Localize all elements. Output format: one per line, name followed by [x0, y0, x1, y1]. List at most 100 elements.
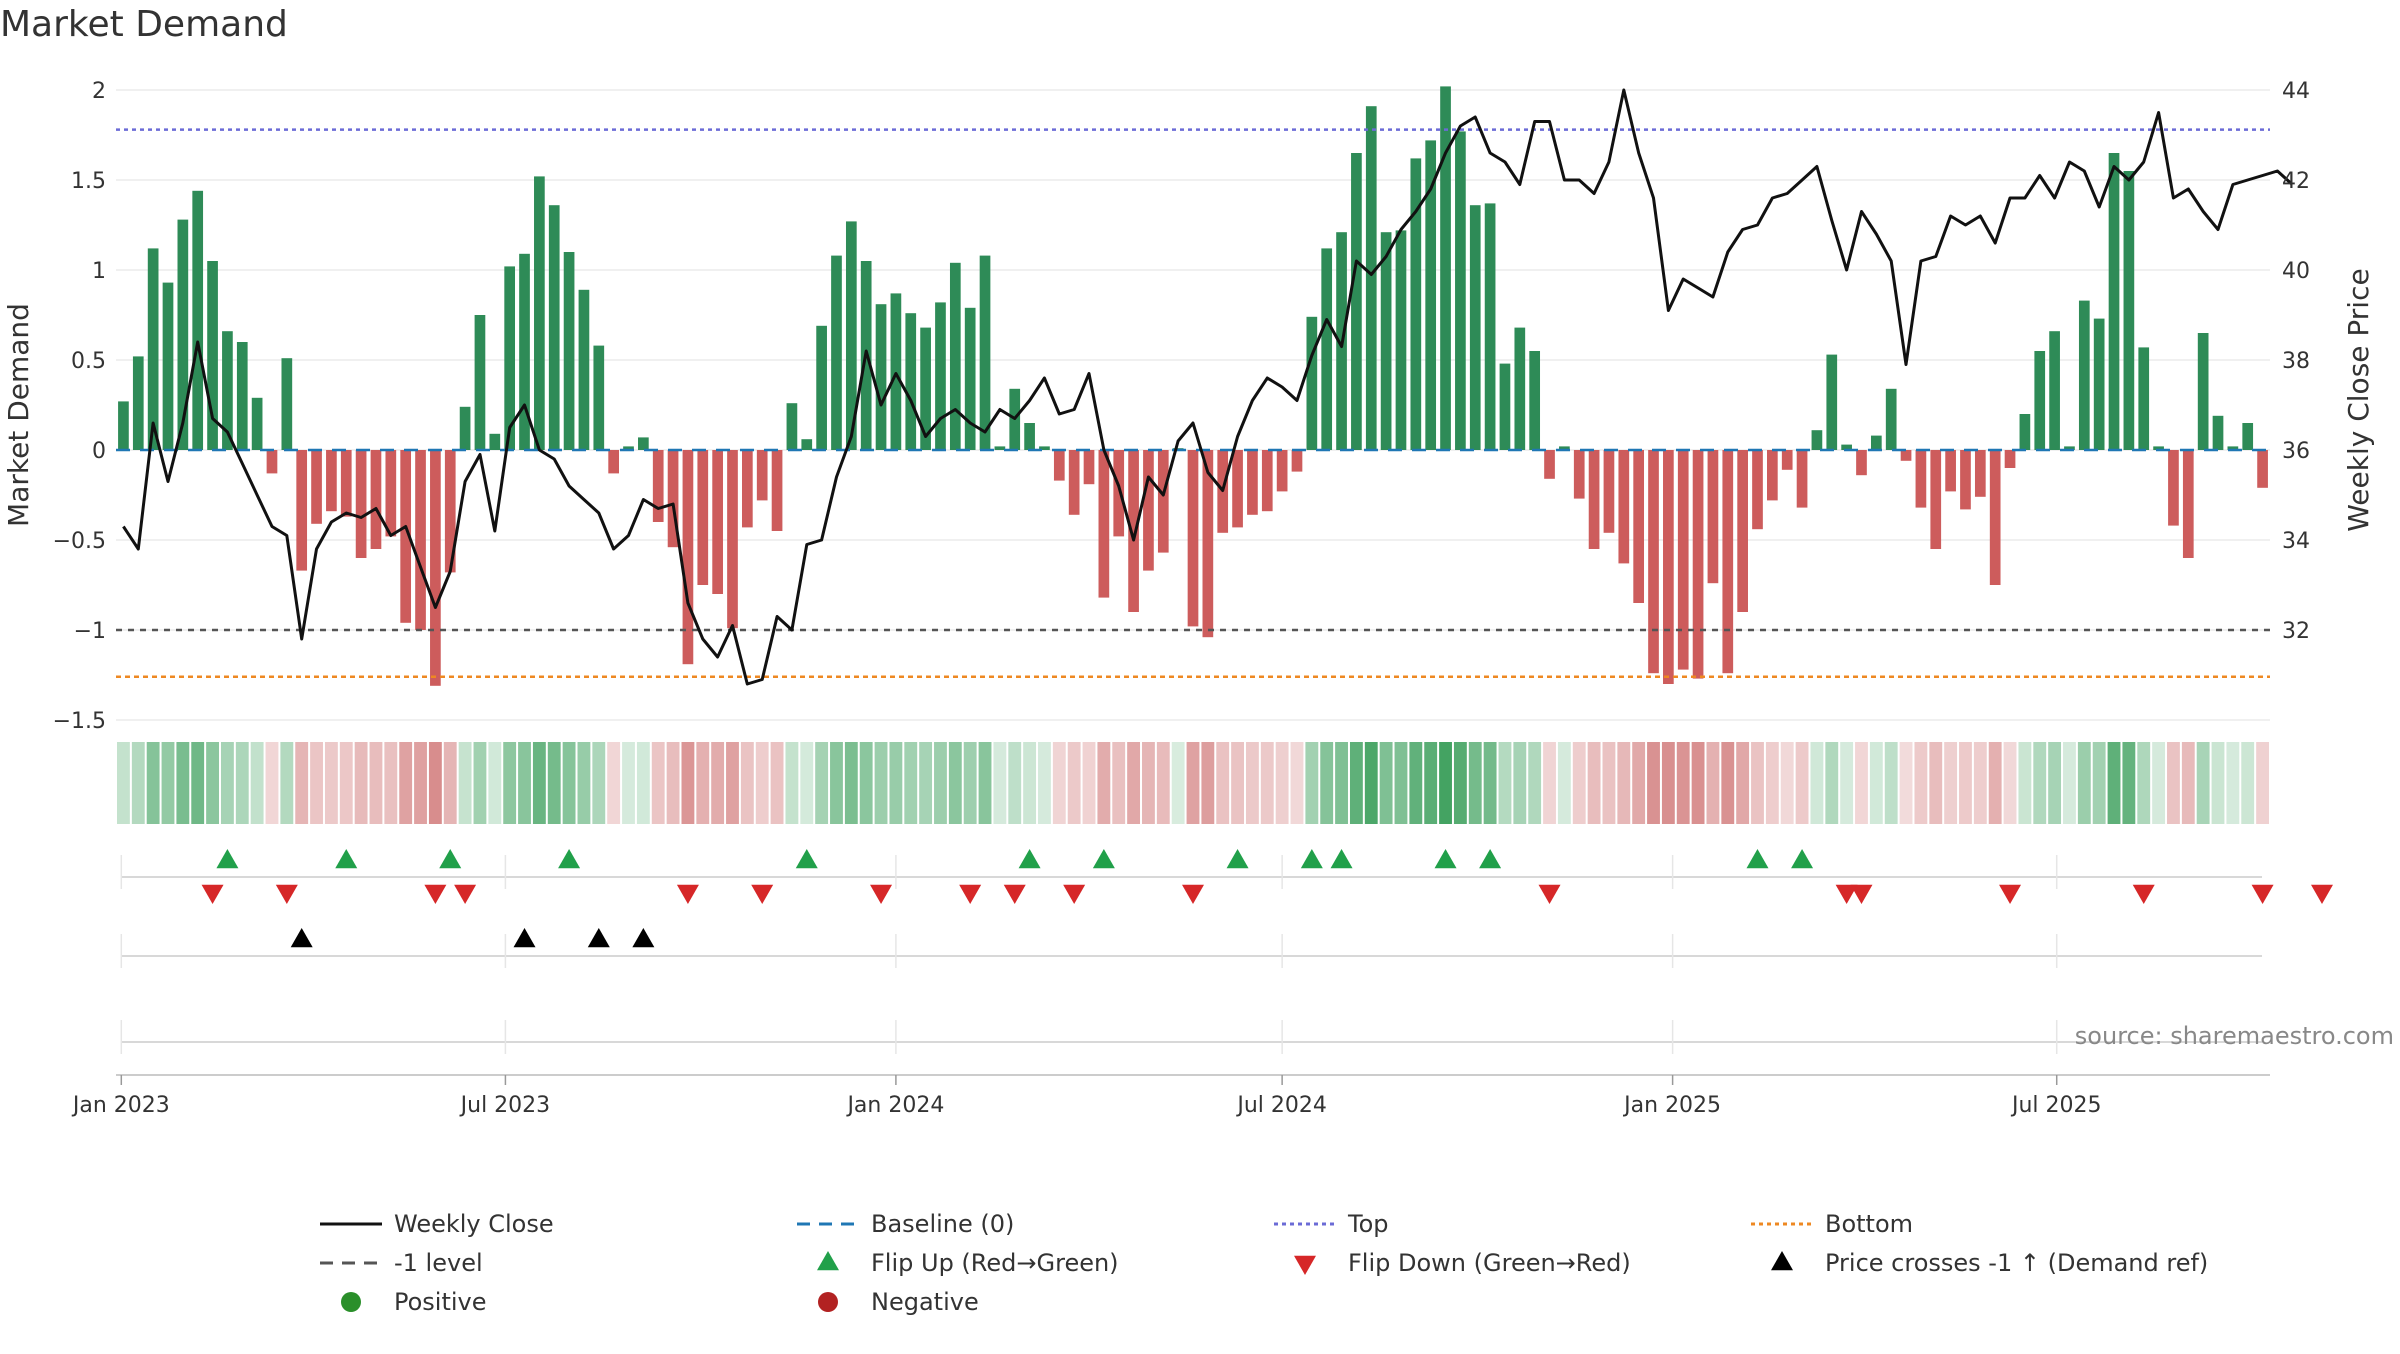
x-tick-label: Jan 2023 [71, 1093, 170, 1118]
demand-bar [2168, 450, 2179, 526]
heat-strip-cell [2077, 742, 2091, 824]
y-tick-label: 1 [92, 259, 106, 284]
demand-bar [1306, 316, 1318, 450]
legend-item: Flip Up (Red→Green) [817, 1249, 1119, 1277]
heat-strip-cell [740, 742, 754, 824]
demand-bar [2049, 331, 2060, 450]
heat-strip-cell [339, 742, 353, 824]
heat-strip-cell [191, 742, 205, 824]
demand-bar [519, 253, 530, 450]
demand-bar [2257, 450, 2268, 488]
heat-strip-cell [1483, 742, 1497, 824]
demand-bar [2123, 171, 2135, 450]
heat-strip-cell [1097, 742, 1111, 824]
legend-swatch-triangle-up [1771, 1251, 1793, 1271]
demand-bar [1321, 248, 1333, 450]
weekly-close-layer [122, 88, 2294, 686]
heat-strip-cell [1038, 742, 1051, 824]
demand-bar [1722, 450, 1734, 674]
demand-bar [1469, 205, 1481, 450]
heat-strip-cell [1498, 742, 1512, 824]
demand-bar [2078, 300, 2090, 450]
heat-strip-cell [2167, 742, 2180, 824]
demand-bar [771, 450, 783, 531]
y2-tick-label: 38 [2282, 349, 2310, 374]
demand-bar [578, 289, 590, 450]
flip-up-marker [1018, 849, 1041, 869]
heat-strip-cell [1453, 742, 1467, 824]
demand-bar [1915, 450, 1927, 508]
x-tick-label: Jul 2025 [2010, 1093, 2102, 1118]
demand-bar [1440, 86, 1451, 451]
demand-bar [534, 176, 545, 450]
demand-bars-layer [118, 86, 2268, 686]
legend-label: Positive [394, 1288, 487, 1316]
heat-strip-cell [2107, 742, 2121, 824]
demand-bar [2197, 333, 2209, 450]
y-axis-label: Market Demand [2, 303, 35, 527]
x-axis-layer: Jan 2023 Jul 2023 Jan 2024 Jul 2024 Jan 2025… [71, 1074, 2270, 1118]
demand-bar [682, 450, 694, 665]
y-tick-label: 2 [92, 79, 106, 104]
demand-bar [949, 262, 961, 450]
demand-bar [1410, 158, 1422, 450]
demand-bar [623, 446, 634, 450]
demand-bar [652, 450, 664, 522]
legend-item: Bottom [1751, 1210, 1913, 1238]
heat-strip-cell [1439, 742, 1452, 824]
heat-strip-cell [354, 742, 368, 824]
heat-strip-cell [2122, 742, 2136, 824]
demand-bar [370, 450, 382, 549]
legend-label: Negative [871, 1288, 979, 1316]
demand-bar [1856, 450, 1867, 476]
flip-down-marker [2251, 884, 2274, 904]
y2-tick-label: 44 [2282, 79, 2310, 104]
demand-bar [326, 450, 337, 512]
demand-bar [444, 450, 456, 573]
heat-strip-cell [250, 742, 264, 824]
heat-strip-cell [1795, 742, 1809, 824]
heat-strip-cell [993, 742, 1007, 824]
markers-layer [120, 849, 2333, 1054]
flip-up-marker [1479, 849, 1502, 869]
legend-item: Price crosses -1 ↑ (Demand ref) [1771, 1249, 2208, 1277]
heat-strip-cell [1008, 742, 1022, 824]
demand-bar [1796, 450, 1808, 508]
heat-strip-cell [1840, 742, 1854, 824]
demand-bar [1573, 450, 1585, 499]
demand-bar [712, 450, 723, 594]
heat-strip-cell [1959, 742, 1972, 824]
heat-strip-cell [1394, 742, 1408, 824]
demand-bar [816, 325, 827, 450]
heat-strip-cell [651, 742, 665, 824]
demand-bar [1276, 450, 1288, 492]
heat-strip-cell [1736, 742, 1750, 824]
heat-strip-cell [1112, 742, 1126, 824]
heat-strip-cell [1067, 742, 1081, 824]
demand-bar [459, 406, 471, 450]
heat-strip-cell [2226, 742, 2240, 824]
heat-strip-cell [1884, 742, 1898, 824]
demand-bar [593, 345, 605, 450]
flip-down-marker [1538, 884, 1561, 904]
heat-strip-cell [607, 742, 621, 824]
legend-item: Baseline (0) [797, 1210, 1014, 1238]
heat-strip-cell [1142, 742, 1155, 824]
demand-bar [1752, 450, 1763, 530]
heat-strip-cell [636, 742, 650, 824]
heat-strip-cell [2018, 742, 2032, 824]
x-tick-label: Jul 2024 [1235, 1093, 1327, 1118]
heat-strip-cell [1647, 742, 1660, 824]
demand-bar [1113, 450, 1125, 537]
legend-label: Price crosses -1 ↑ (Demand ref) [1825, 1249, 2208, 1277]
flip-down-marker [870, 884, 893, 904]
heat-strip-cell [117, 742, 130, 824]
heat-strip-layer [117, 742, 2269, 824]
heat-strip-cell [2211, 742, 2225, 824]
demand-bar [1707, 450, 1719, 584]
flip-down-marker [454, 884, 477, 904]
heat-strip-cell [2181, 742, 2195, 824]
heat-strip-cell [1751, 742, 1764, 824]
heat-strip-cell [384, 742, 398, 824]
heat-strip-cell [265, 742, 279, 824]
